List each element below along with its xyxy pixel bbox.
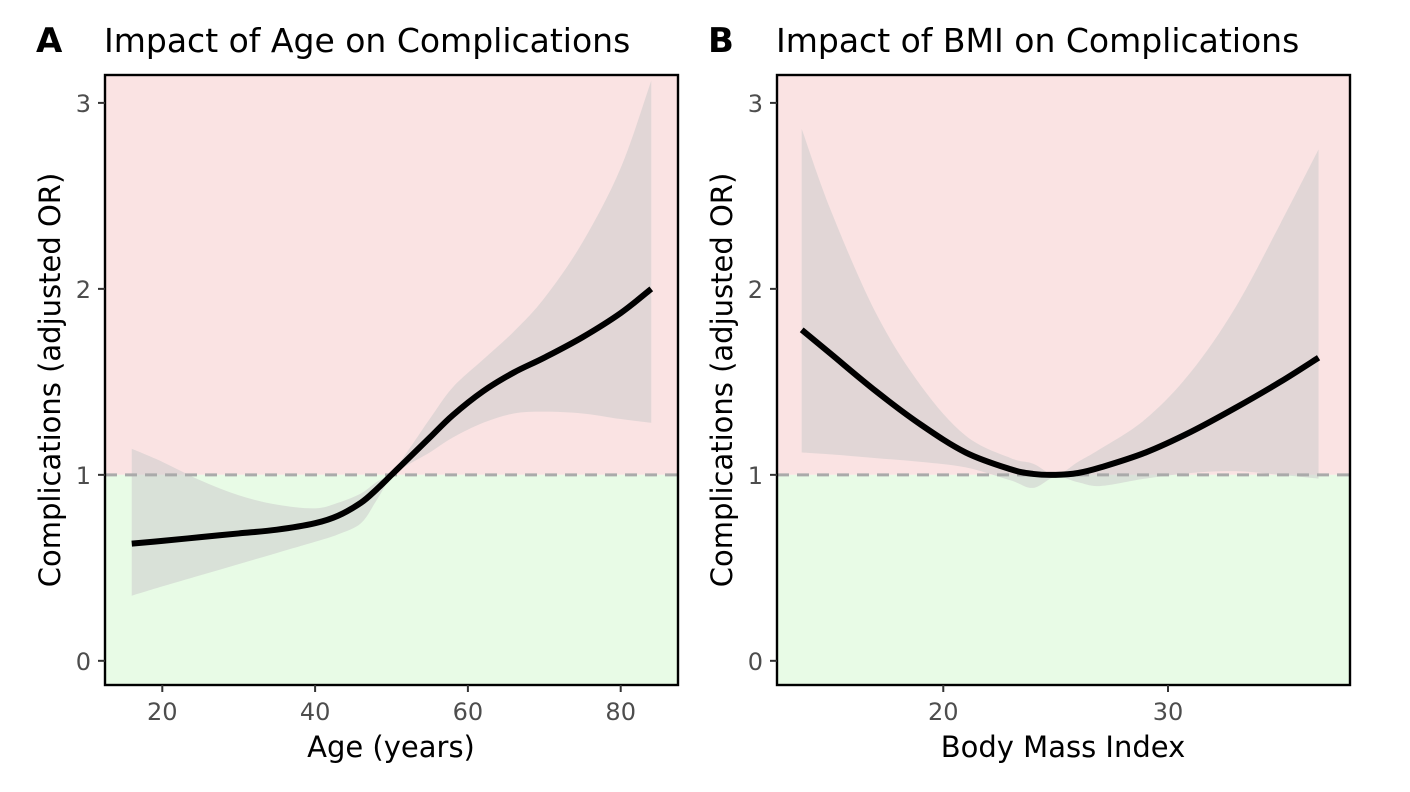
y-tick-label: 2 (748, 276, 763, 304)
plot-frame (775, 73, 1352, 687)
plot-area: 0 1 2 3 20 30 (748, 73, 1352, 726)
chart-title: Impact of BMI on Complications (776, 21, 1299, 60)
y-axis-label: Complications (adjusted OR) (705, 173, 739, 588)
x-tick-label: 60 (453, 698, 484, 726)
y-tick-label: 3 (76, 90, 91, 118)
y-tick-label: 1 (748, 462, 763, 490)
y-tick-label: 1 (76, 462, 91, 490)
y-axis-label: Complications (adjusted OR) (33, 173, 67, 588)
y-tick-label: 0 (748, 648, 763, 676)
panel-b: B Impact of BMI on Complications 0 1 2 3 20 3… (705, 21, 1352, 764)
x-tick-label: 40 (300, 698, 331, 726)
protective-region (777, 474, 1350, 685)
x-axis-label: Age (years) (307, 730, 475, 764)
x-tick-label: 20 (147, 698, 178, 726)
x-axis-label: Body Mass Index (941, 730, 1186, 764)
chart-title: Impact of Age on Complications (104, 21, 630, 60)
y-tick-label: 3 (748, 90, 763, 118)
y-tick-label: 0 (76, 648, 91, 676)
x-tick-label: 30 (1153, 698, 1184, 726)
plot-frame (103, 73, 680, 687)
panel-letter: A (36, 21, 63, 61)
plot-area: 0 1 2 3 20 40 60 80 (76, 73, 680, 726)
panel-a: A Impact of Age on Complications 0 1 2 3 20 4… (33, 21, 680, 764)
panel-letter: B (708, 21, 734, 61)
fitted-curve (131, 286, 654, 547)
confidence-band (801, 128, 1319, 488)
fitted-curve (799, 327, 1321, 478)
x-tick-label: 20 (928, 698, 959, 726)
y-tick-label: 2 (76, 276, 91, 304)
confidence-band (131, 80, 652, 596)
x-tick-label: 80 (605, 698, 636, 726)
